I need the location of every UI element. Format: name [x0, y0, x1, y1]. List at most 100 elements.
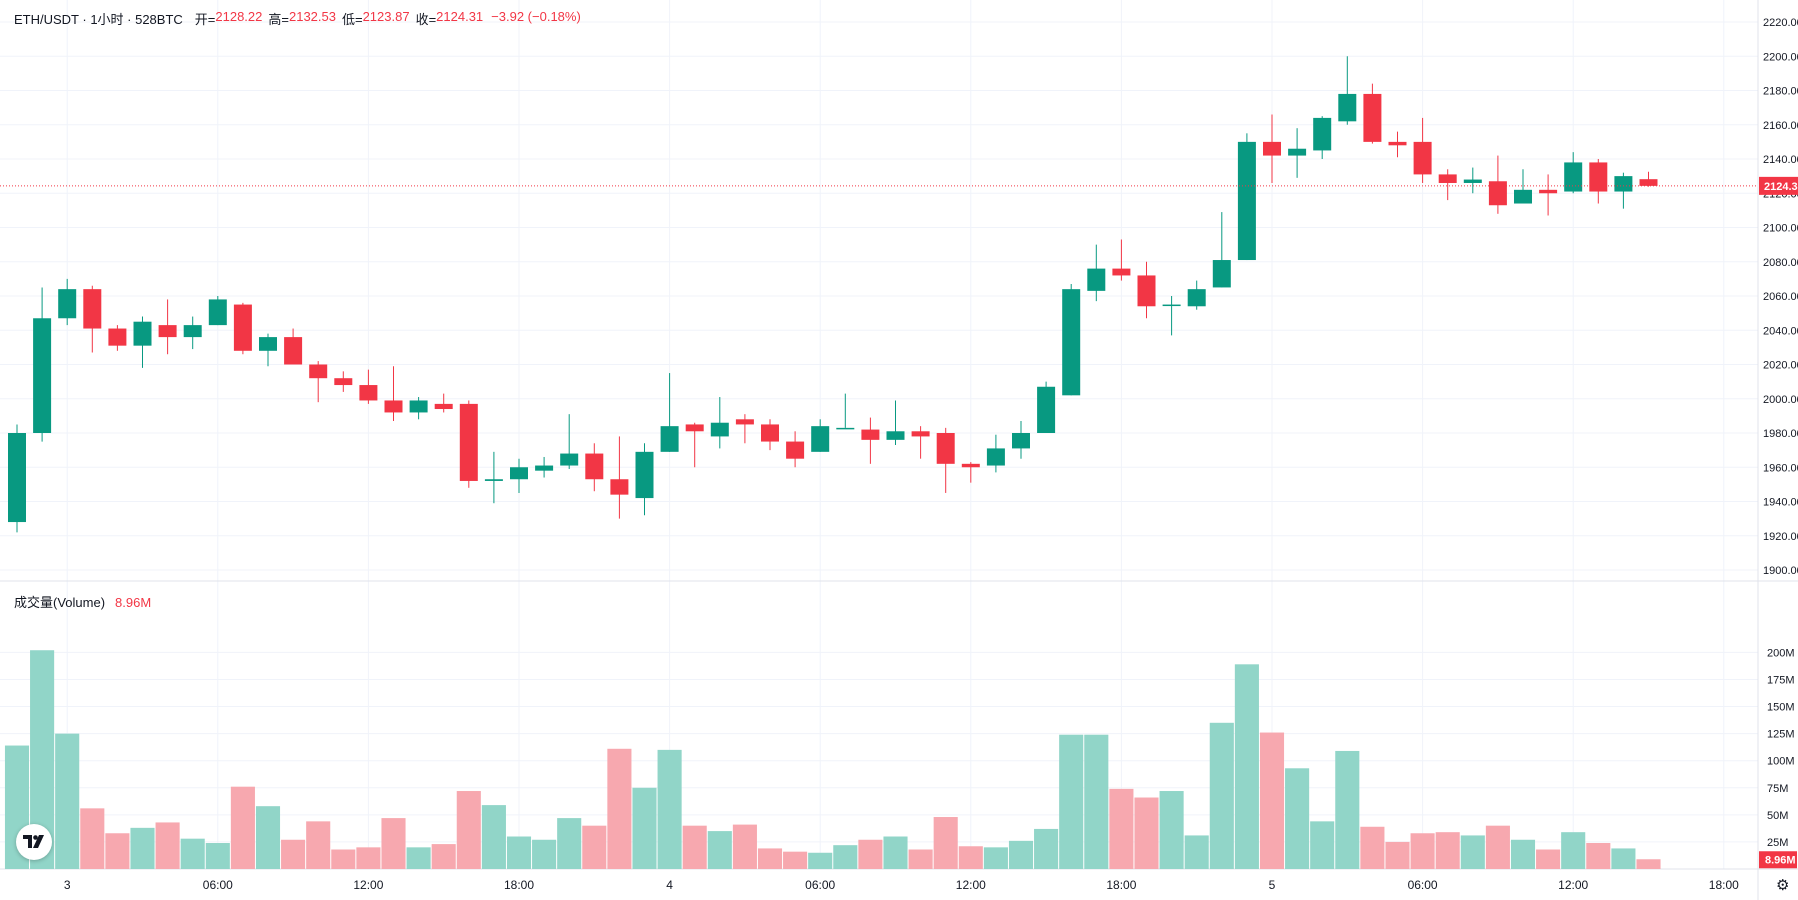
candle-body: [158, 325, 177, 338]
candle-body: [434, 403, 453, 410]
candle-body: [1488, 181, 1507, 206]
price-tick-label: 2080.00: [1763, 257, 1798, 269]
candle-body: [208, 299, 227, 326]
candle-body: [83, 289, 102, 329]
price-tick-label: 1920.00: [1763, 531, 1798, 543]
candle-body: [1263, 141, 1281, 156]
candle-body: [459, 403, 478, 481]
candle-body: [961, 463, 980, 468]
price-tick-label: 2220.00: [1763, 17, 1798, 29]
candle-body: [1062, 289, 1081, 396]
volume-bar: [506, 836, 532, 869]
candle-body: [1539, 189, 1558, 194]
symbol-title[interactable]: ETH/USDT · 1小时 · 528BTC: [14, 12, 183, 27]
volume-label[interactable]: 成交量(Volume): [14, 595, 106, 610]
candle-body: [1162, 304, 1181, 307]
price-tick-label: 2200.00: [1763, 51, 1798, 63]
time-tick-label: 06:00: [1408, 878, 1438, 892]
volume-bar: [1109, 788, 1134, 869]
time-tick-label: 12:00: [353, 878, 383, 892]
volume-tick-label: 75M: [1767, 783, 1788, 795]
candle-body: [309, 364, 328, 379]
volume-bar: [431, 844, 456, 869]
candle-body: [384, 400, 403, 413]
candle-body: [560, 453, 579, 466]
volume-bar: [757, 848, 783, 869]
candle-body: [1112, 268, 1131, 276]
volume-bar: [808, 852, 833, 869]
candle-body: [1388, 141, 1407, 146]
price-tick-label: 1940.00: [1763, 497, 1798, 509]
candle-body: [1413, 141, 1432, 175]
symbol-legend: ETH/USDT · 1小时 · 528BTC 开= 2128.22 高= 2132…: [14, 9, 581, 28]
price-tick-label: 2000.00: [1763, 394, 1798, 406]
candle-body: [1212, 260, 1231, 288]
volume-bar: [205, 843, 230, 869]
volume-bar: [1134, 797, 1159, 869]
candle-body: [334, 378, 353, 386]
candle-body: [1012, 433, 1030, 449]
volume-bar: [1435, 832, 1460, 869]
price-tick-label: 2160.00: [1763, 120, 1798, 132]
candle-body: [1187, 289, 1206, 307]
volume-bar: [1586, 843, 1611, 869]
candle-body: [1037, 386, 1056, 433]
volume-tick-label: 175M: [1767, 674, 1795, 686]
volume-bar: [557, 818, 582, 869]
volume-bar: [80, 808, 105, 869]
candle-body: [836, 427, 855, 430]
volume-bar: [55, 733, 80, 869]
candle-body: [1463, 179, 1482, 183]
candle-body: [259, 337, 277, 351]
volume-bar: [1008, 840, 1034, 869]
volume-bar: [783, 851, 808, 869]
volume-bar: [1234, 664, 1259, 869]
candle-body: [510, 467, 528, 480]
volume-tick-label: 100M: [1767, 756, 1795, 768]
candle-body: [1639, 179, 1658, 186]
time-tick-label: 12:00: [956, 878, 986, 892]
last-volume-label: 8.96M: [1765, 854, 1796, 866]
candle-body: [936, 433, 955, 464]
candle-body: [409, 400, 428, 413]
low-label: 低=: [341, 12, 363, 27]
volume-tick-label: 50M: [1767, 810, 1788, 822]
volume-bar: [481, 805, 506, 869]
candle-body: [33, 318, 52, 433]
volume-bar: [230, 786, 255, 869]
volume-bar: [607, 748, 632, 869]
price-tick-label: 2140.00: [1763, 154, 1798, 166]
volume-bar: [155, 822, 180, 869]
price-tick-label: 2020.00: [1763, 360, 1798, 372]
volume-bar: [306, 821, 331, 869]
candle-body: [484, 479, 503, 481]
candle-body: [811, 426, 830, 452]
candle-body: [635, 451, 654, 499]
volume-tick-label: 125M: [1767, 729, 1795, 741]
price-tick-label: 1960.00: [1763, 462, 1798, 474]
volume-bar: [180, 838, 205, 869]
volume-bar: [532, 839, 557, 869]
volume-bar: [1159, 791, 1184, 869]
settings-gear-icon[interactable]: ⚙: [1776, 877, 1790, 894]
candle-body: [761, 424, 779, 442]
candle-body: [1087, 268, 1106, 291]
volume-bar: [356, 847, 381, 869]
volume-bar: [1410, 833, 1435, 869]
candle-body: [1338, 93, 1357, 122]
volume-bar: [1209, 722, 1234, 869]
candle-body: [535, 465, 554, 471]
price-tick-label: 1980.00: [1763, 428, 1798, 440]
tradingview-logo-icon[interactable]: [16, 824, 52, 860]
candle-body: [886, 431, 905, 440]
candle-body: [183, 325, 202, 338]
candle-body: [1363, 93, 1382, 142]
price-tick-label: 2100.00: [1763, 223, 1798, 235]
volume-bar: [1084, 734, 1109, 869]
volume-bar: [1285, 768, 1310, 869]
volume-bar: [1536, 849, 1561, 869]
volume-tick-label: 200M: [1767, 647, 1795, 659]
volume-bar: [1611, 848, 1636, 869]
volume-bar: [281, 839, 306, 869]
